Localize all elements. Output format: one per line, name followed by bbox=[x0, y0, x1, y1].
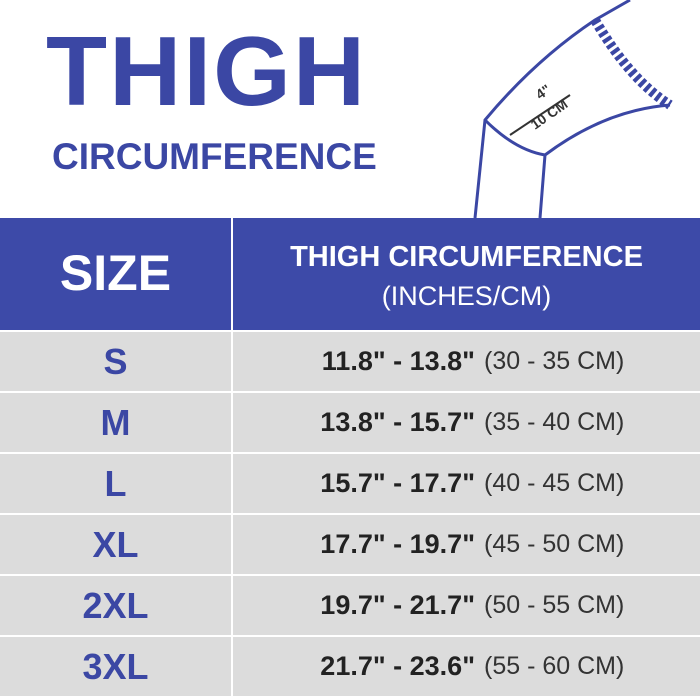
table-row bbox=[0, 454, 700, 513]
inches-cell: 21.7" - 23.6" bbox=[320, 651, 475, 681]
measurement-header: THIGH CIRCUMFERENCE bbox=[290, 241, 643, 273]
column-divider bbox=[231, 332, 233, 391]
inches-cell: 17.7" - 19.7" bbox=[320, 529, 475, 559]
column-divider bbox=[231, 393, 233, 452]
inch-label: 4" bbox=[533, 81, 554, 102]
subtitle: CIRCUMFERENCE bbox=[52, 136, 377, 177]
column-divider bbox=[231, 454, 233, 513]
cm-cell: (45 - 50 CM) bbox=[484, 530, 625, 558]
inches-cell: 15.7" - 17.7" bbox=[320, 468, 475, 498]
cm-cell: (50 - 55 CM) bbox=[484, 591, 625, 619]
size-cell: M bbox=[100, 402, 131, 443]
size-cell: L bbox=[104, 463, 127, 504]
table-row bbox=[0, 332, 700, 391]
size-cell: 3XL bbox=[82, 646, 149, 687]
inches-cell: 19.7" - 21.7" bbox=[320, 590, 475, 620]
cm-label: 10 CM bbox=[528, 96, 571, 133]
cm-cell: (35 - 40 CM) bbox=[484, 408, 625, 436]
size-header: SIZE bbox=[59, 245, 172, 301]
measure-arrow bbox=[509, 94, 571, 136]
size-cell: XL bbox=[92, 524, 139, 565]
table-row bbox=[0, 576, 700, 635]
cm-cell: (55 - 60 CM) bbox=[484, 652, 625, 680]
band-edge bbox=[483, 118, 546, 157]
leg-outline bbox=[538, 103, 671, 218]
leg-outline bbox=[473, 0, 631, 218]
cm-cell: (40 - 45 CM) bbox=[484, 469, 625, 497]
table-row bbox=[0, 515, 700, 574]
table-row bbox=[0, 637, 700, 696]
leg-illustration: 4" 10 CM bbox=[473, 0, 673, 218]
inches-cell: 11.8" - 13.8" bbox=[321, 346, 475, 376]
title: THIGH bbox=[46, 16, 368, 126]
column-divider bbox=[231, 637, 233, 696]
table-header bbox=[0, 218, 700, 330]
column-divider bbox=[231, 576, 233, 635]
size-cell: S bbox=[103, 341, 128, 382]
size-cell: 2XL bbox=[82, 585, 149, 626]
column-divider bbox=[231, 218, 233, 330]
table-row bbox=[0, 393, 700, 452]
cm-cell: (30 - 35 CM) bbox=[484, 347, 625, 375]
column-divider bbox=[231, 515, 233, 574]
band-edge bbox=[590, 17, 673, 110]
inches-cell: 13.8" - 15.7" bbox=[320, 407, 475, 437]
units-header: (INCHES/CM) bbox=[381, 281, 552, 311]
